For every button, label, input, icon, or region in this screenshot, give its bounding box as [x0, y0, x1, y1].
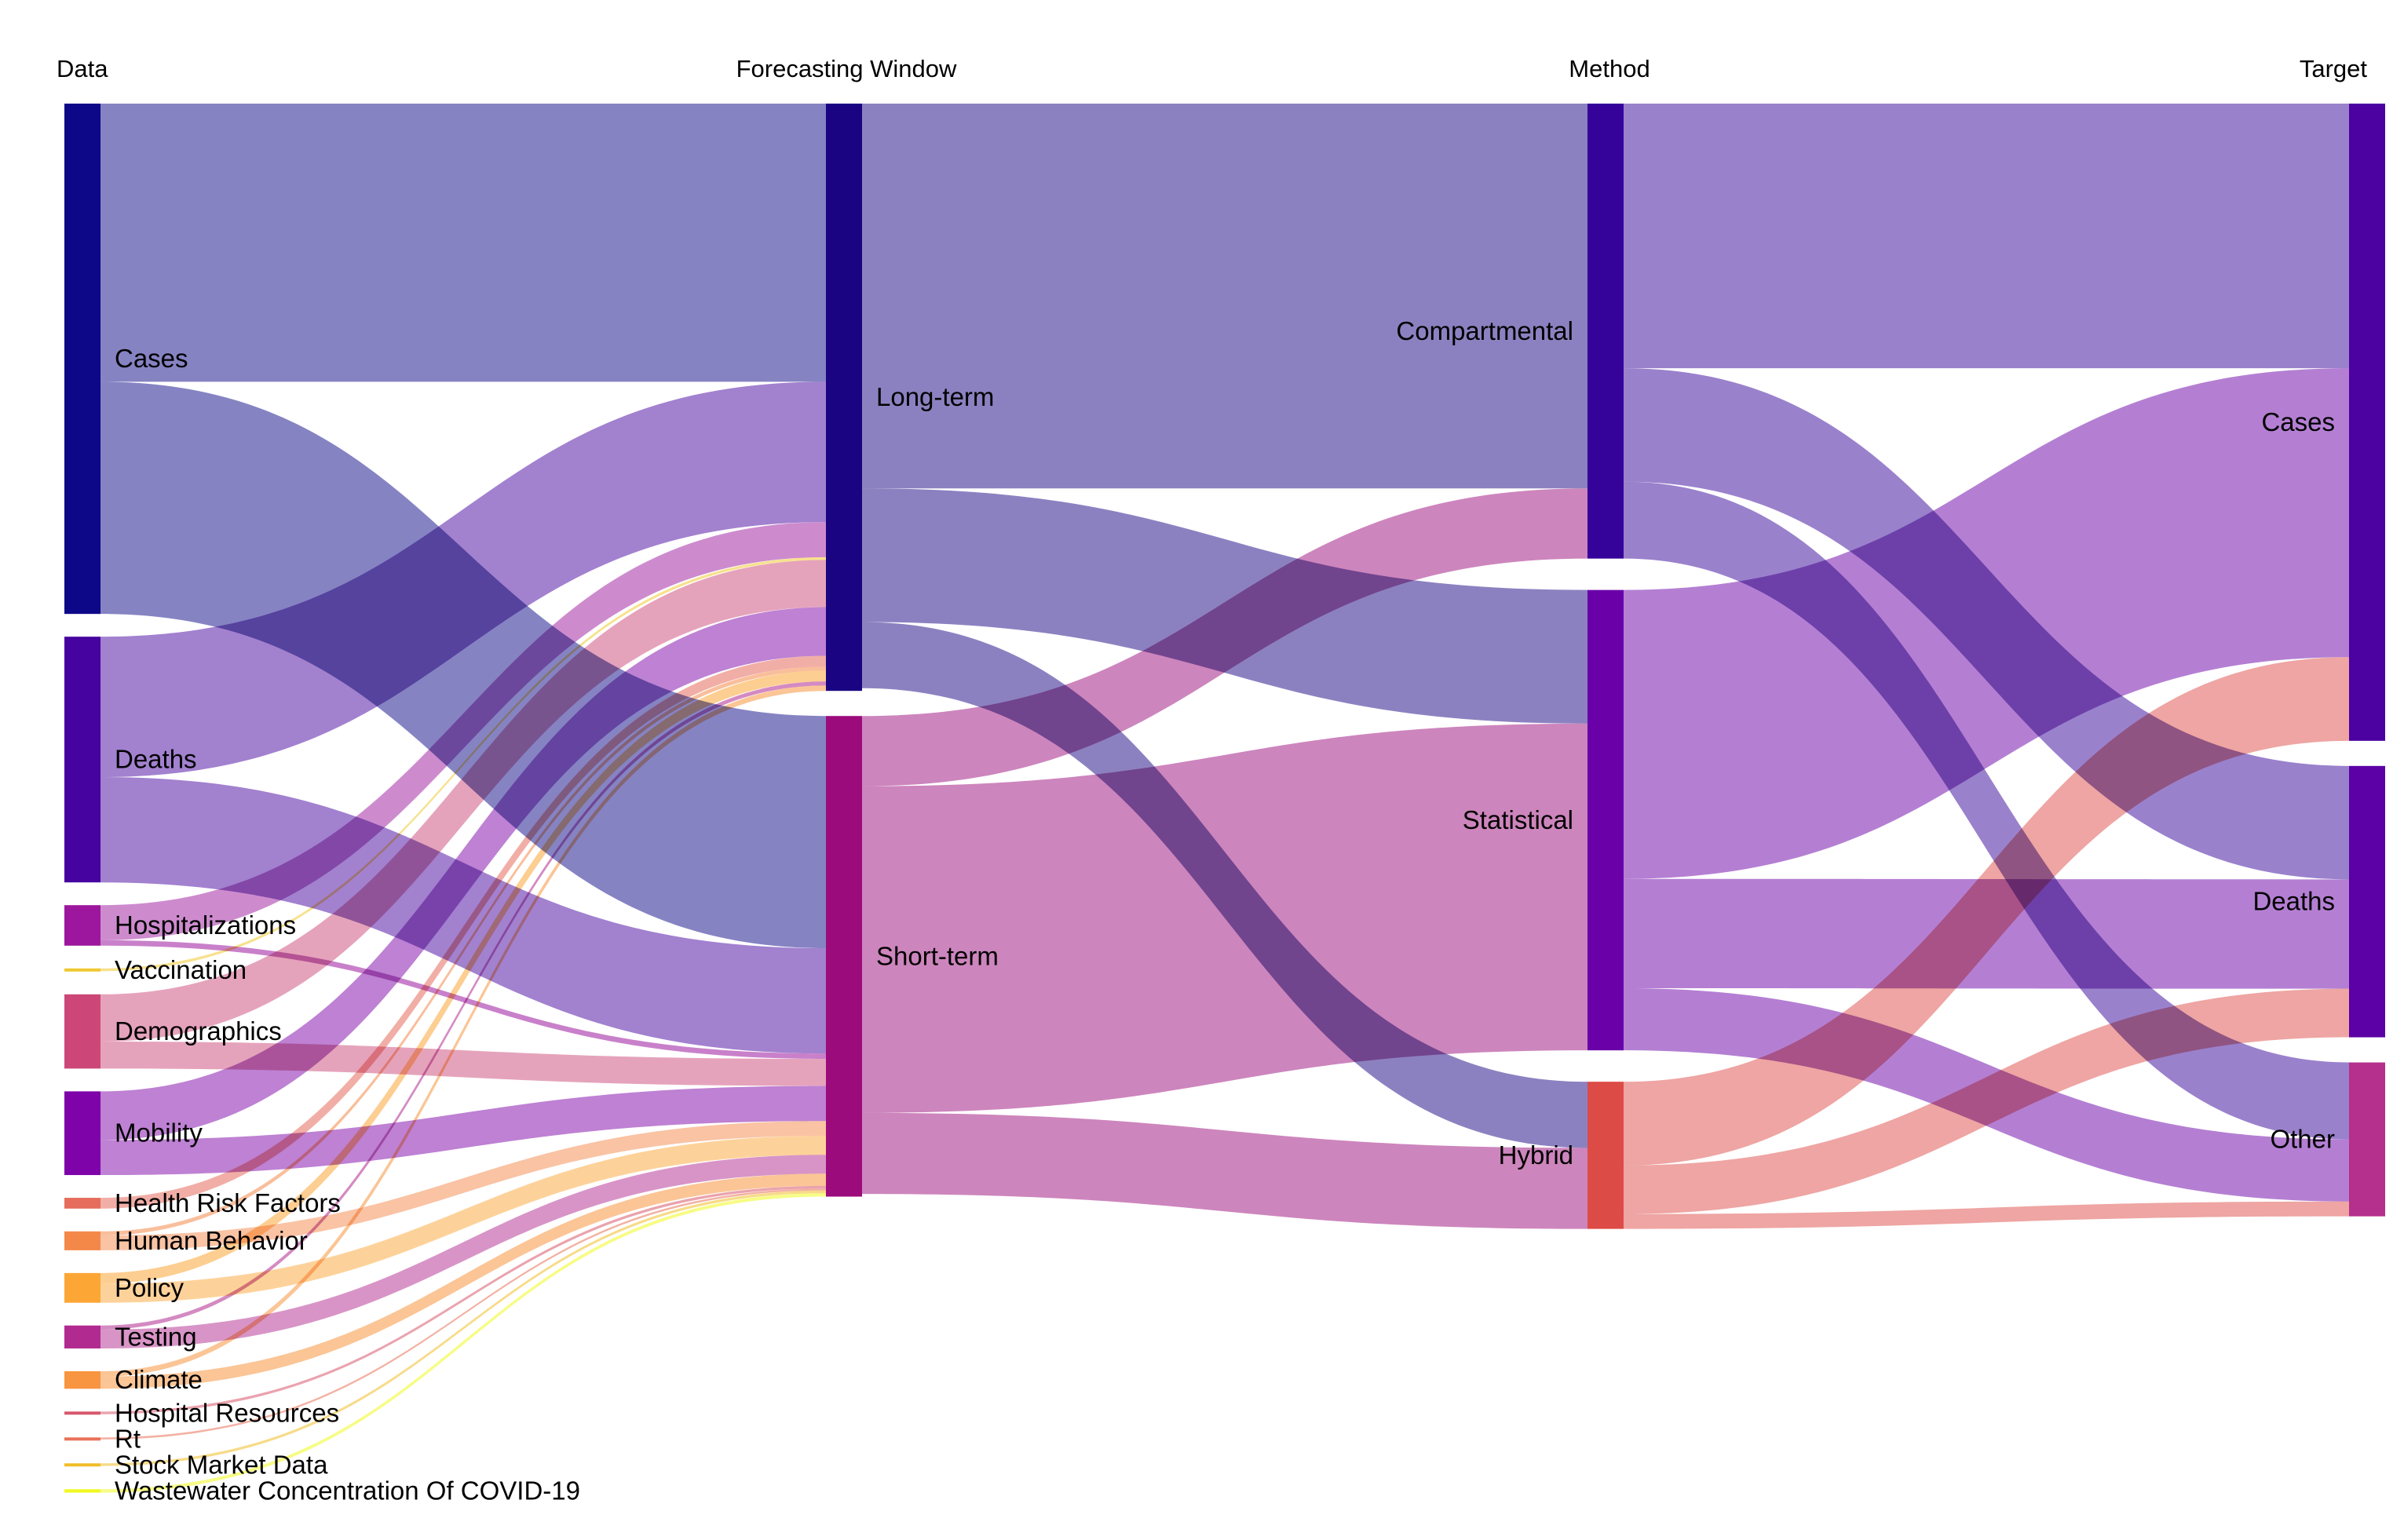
- link-data_hb-to-fw_short: [100, 1121, 826, 1250]
- label-fw_long: Long-term: [876, 382, 994, 411]
- node-m_comp: [1587, 104, 1624, 559]
- column-label-0: Data: [57, 55, 108, 82]
- link-data_mob-to-fw_short: [100, 1086, 826, 1176]
- link-m_comp-to-t_other: [1624, 481, 2349, 1140]
- node-data_demo: [64, 994, 100, 1069]
- link-data_testing-to-fw_long: [100, 681, 826, 1330]
- label-data_ww: Wastewater Concentration Of COVID-19: [115, 1476, 580, 1505]
- label-data_testing: Testing: [115, 1322, 197, 1351]
- label-t_cases: Cases: [2261, 407, 2335, 436]
- link-data_vacc-to-fw_long: [100, 557, 826, 972]
- node-data_cases: [64, 104, 100, 615]
- link-fw_short-to-m_hyb: [862, 1112, 1587, 1229]
- node-m_hyb: [1587, 1082, 1624, 1229]
- label-data_stock: Stock Market Data: [115, 1450, 328, 1479]
- link-data_climate-to-fw_short: [100, 1173, 826, 1389]
- link-data_hosp-to-fw_long: [100, 522, 826, 940]
- link-data_hosp-to-fw_short: [100, 940, 826, 1060]
- node-data_hb: [64, 1231, 100, 1250]
- sankey-links: [100, 104, 2349, 1493]
- label-data_hr: Hospital Resources: [115, 1398, 339, 1427]
- label-data_mob: Mobility: [115, 1119, 203, 1148]
- link-data_mob-to-fw_long: [100, 607, 826, 1140]
- link-data_demo-to-fw_long: [100, 560, 826, 1042]
- label-data_deaths: Deaths: [115, 745, 197, 774]
- label-fw_short: Short-term: [876, 941, 999, 970]
- node-data_hosp: [64, 905, 100, 946]
- node-data_testing: [64, 1325, 100, 1348]
- link-data_climate-to-fw_long: [100, 685, 826, 1377]
- label-data_vacc: Vaccination: [115, 955, 247, 984]
- link-data_hb-to-fw_long: [100, 666, 826, 1235]
- label-data_climate: Climate: [115, 1365, 203, 1394]
- link-fw_short-to-m_stat: [862, 723, 1587, 1113]
- link-data_testing-to-fw_short: [100, 1155, 826, 1348]
- link-m_hyb-to-t_deaths: [1624, 988, 2349, 1214]
- link-data_deaths-to-fw_long: [100, 381, 826, 778]
- link-data_stock-to-fw_short: [100, 1190, 826, 1466]
- label-m_comp: Compartmental: [1396, 316, 1573, 345]
- link-data_hr-to-fw_short: [100, 1185, 826, 1414]
- link-data_policy-to-fw_long: [100, 670, 826, 1284]
- label-t_deaths: Deaths: [2252, 887, 2335, 916]
- link-m_hyb-to-t_other: [1624, 1201, 2349, 1229]
- node-t_other: [2349, 1062, 2385, 1217]
- label-m_hyb: Hybrid: [1499, 1140, 1573, 1170]
- node-data_ww: [64, 1489, 100, 1493]
- link-fw_short-to-m_comp: [862, 488, 1587, 786]
- column-label-3: Target: [2300, 55, 2368, 82]
- label-data_cases: Cases: [115, 344, 188, 373]
- label-m_stat: Statistical: [1463, 805, 1573, 834]
- link-data_hrf-to-fw_long: [100, 655, 826, 1209]
- node-data_deaths: [64, 637, 100, 883]
- label-data_hosp: Hospitalizations: [115, 910, 296, 940]
- node-data_policy: [64, 1272, 100, 1303]
- column-label-1: Forecasting Window: [736, 55, 957, 82]
- link-m_stat-to-t_cases: [1624, 368, 2349, 879]
- node-m_stat: [1587, 589, 1624, 1051]
- column-label-2: Method: [1569, 55, 1650, 82]
- label-data_policy: Policy: [115, 1273, 185, 1302]
- node-data_rt: [64, 1437, 100, 1441]
- node-labels: Cases Deaths Hospitalizations Vaccination De…: [115, 316, 2335, 1505]
- label-data_demo: Demographics: [115, 1016, 282, 1046]
- node-data_stock: [64, 1463, 100, 1467]
- sankey-nodes: [64, 104, 2385, 1493]
- label-data_hb: Human Behavior: [115, 1226, 308, 1255]
- link-m_hyb-to-t_cases: [1624, 657, 2349, 1166]
- link-data_cases-to-fw_long: [100, 104, 826, 382]
- node-fw_short: [826, 716, 862, 1197]
- node-data_vacc: [64, 968, 100, 972]
- label-t_other: Other: [2270, 1125, 2335, 1154]
- label-data_hrf: Health Risk Factors: [115, 1188, 341, 1217]
- link-data_ww-to-fw_short: [100, 1193, 826, 1493]
- link-fw_long-to-m_comp: [862, 104, 1587, 489]
- link-data_deaths-to-fw_short: [100, 777, 826, 1054]
- node-t_deaths: [2349, 765, 2385, 1038]
- label-data_rt: Rt: [115, 1424, 141, 1453]
- link-data_cases-to-fw_short: [100, 381, 826, 949]
- link-data_rt-to-fw_short: [100, 1188, 826, 1440]
- link-data_policy-to-fw_short: [100, 1136, 826, 1303]
- column-labels: Data Forecasting Window Method Target: [57, 55, 2367, 82]
- node-t_cases: [2349, 104, 2385, 741]
- node-data_hr: [64, 1411, 100, 1415]
- node-data_climate: [64, 1370, 100, 1389]
- node-data_hrf: [64, 1198, 100, 1209]
- node-data_mob: [64, 1091, 100, 1176]
- node-fw_long: [826, 104, 862, 692]
- link-m_comp-to-t_cases: [1624, 104, 2349, 369]
